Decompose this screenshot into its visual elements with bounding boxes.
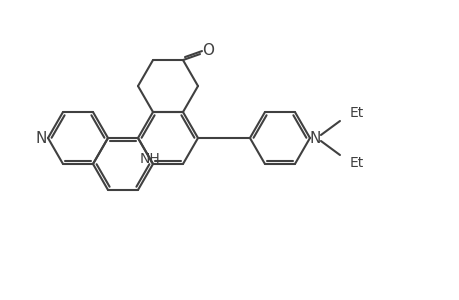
Text: N: N <box>35 130 46 146</box>
Text: O: O <box>202 43 213 58</box>
Text: Et: Et <box>349 156 363 170</box>
Text: Et: Et <box>349 106 363 120</box>
Text: NH: NH <box>140 152 161 166</box>
Text: N: N <box>308 130 320 146</box>
